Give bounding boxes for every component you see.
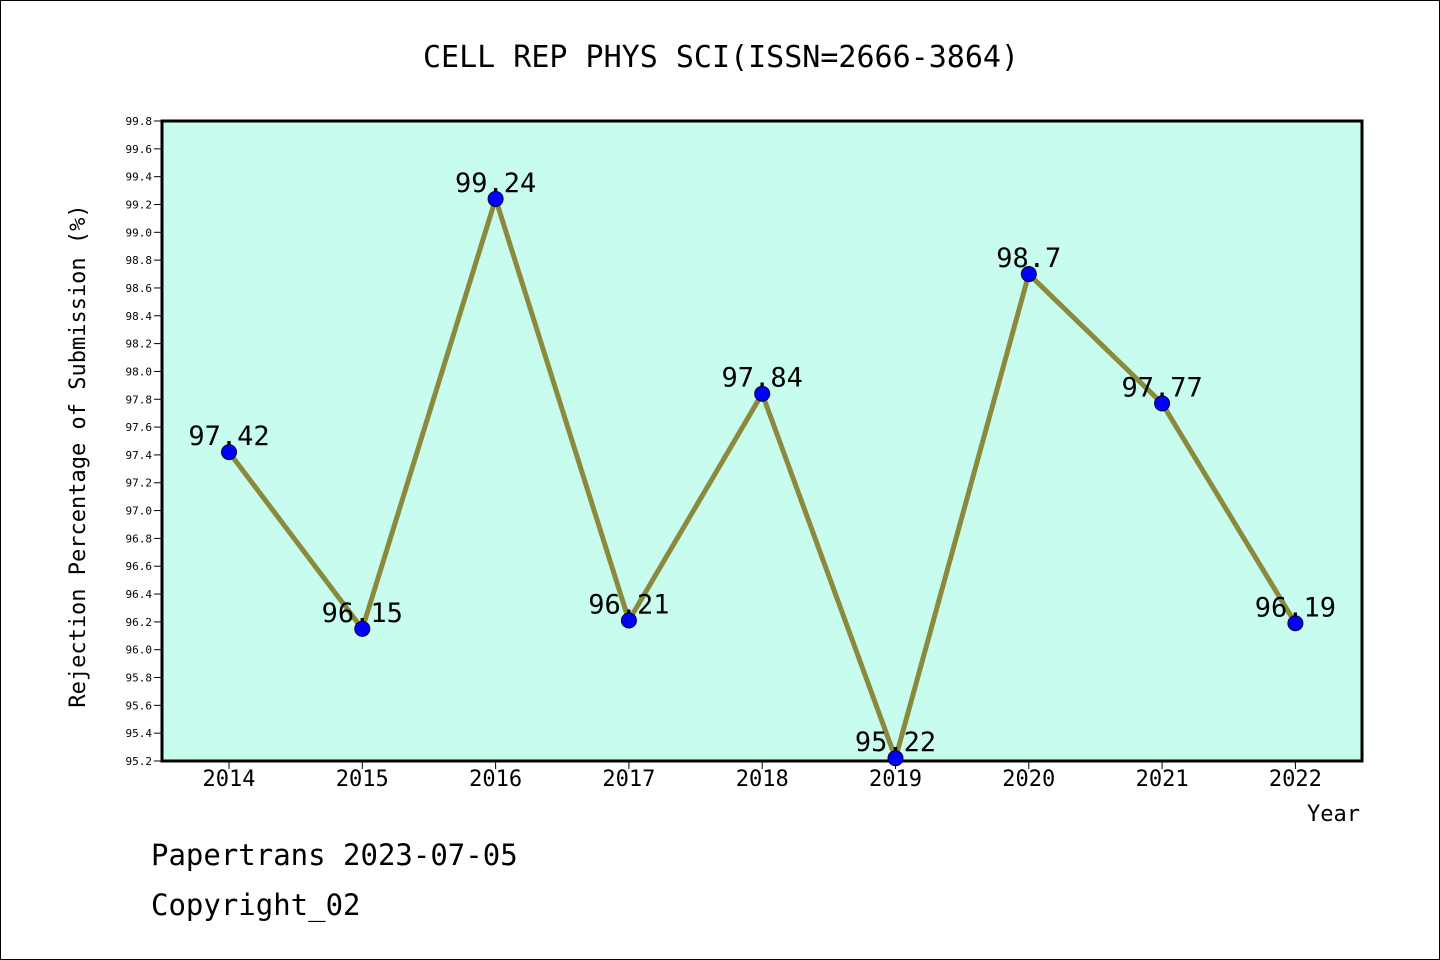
data-point bbox=[221, 444, 237, 461]
footer-copyright: Copyright_02 bbox=[151, 888, 361, 923]
data-label: 97.42 bbox=[188, 421, 269, 452]
data-label: 95.22 bbox=[855, 727, 936, 758]
x-tick-label: 2020 bbox=[1002, 767, 1055, 792]
data-label: 96.21 bbox=[588, 589, 669, 620]
y-tick-label: 99.2 bbox=[126, 198, 153, 211]
data-label: 97.84 bbox=[722, 363, 803, 394]
x-tick-label: 2014 bbox=[203, 767, 256, 792]
y-tick-label: 96.6 bbox=[126, 560, 153, 573]
data-point bbox=[620, 612, 637, 629]
y-tick-label: 99.0 bbox=[126, 226, 153, 239]
y-tick-label: 98.8 bbox=[126, 254, 153, 267]
data-point bbox=[487, 190, 504, 207]
x-tick-label: 2017 bbox=[602, 767, 655, 792]
y-tick-label: 99.6 bbox=[126, 143, 153, 156]
y-tick-label: 95.4 bbox=[126, 727, 153, 740]
data-label: 98.7 bbox=[996, 243, 1061, 274]
y-tick-label: 96.2 bbox=[126, 616, 153, 629]
x-tick-label: 2016 bbox=[469, 767, 522, 792]
x-axis-ticks: 2014 2015 2016 2017 2018 2019 2020 2021 2022 bbox=[203, 761, 1322, 792]
y-axis-ticks: 95.2 95.4 95.6 95.8 96.0 96.2 96.4 96.6 96.8 97.0… bbox=[126, 115, 162, 768]
y-tick-label: 97.4 bbox=[126, 449, 153, 462]
x-axis-title: Year bbox=[1307, 802, 1360, 827]
y-tick-label: 95.6 bbox=[126, 699, 153, 712]
y-tick-label: 98.4 bbox=[126, 310, 153, 323]
y-tick-label: 96.4 bbox=[126, 588, 153, 601]
chart-title: CELL REP PHYS SCI(ISSN=2666-3864) bbox=[423, 40, 1019, 75]
y-tick-label: 96.8 bbox=[126, 532, 153, 545]
y-tick-label: 97.6 bbox=[126, 421, 153, 434]
y-tick-label: 98.0 bbox=[126, 365, 153, 378]
y-tick-label: 99.4 bbox=[126, 171, 153, 184]
y-tick-label: 96.0 bbox=[126, 644, 153, 657]
x-tick-label: 2015 bbox=[336, 767, 389, 792]
markers-group bbox=[221, 190, 1304, 767]
data-labels-group: 97.42 96.15 99.24 96.21 97.84 95.22 98.7 97.77 9… bbox=[188, 168, 1336, 758]
x-tick-label: 2019 bbox=[869, 767, 922, 792]
data-point bbox=[1287, 615, 1304, 632]
data-point bbox=[754, 385, 771, 402]
footer-date: Papertrans 2023-07-05 bbox=[151, 838, 518, 872]
x-tick-label: 2021 bbox=[1136, 767, 1189, 792]
x-tick-label: 2022 bbox=[1269, 767, 1322, 792]
data-point bbox=[354, 620, 371, 637]
data-point bbox=[1020, 266, 1037, 283]
y-tick-label: 98.6 bbox=[126, 282, 153, 295]
data-label: 96.19 bbox=[1255, 592, 1336, 623]
data-point bbox=[1154, 395, 1171, 412]
y-tick-label: 97.0 bbox=[126, 505, 153, 518]
data-label: 97.77 bbox=[1121, 372, 1202, 403]
y-axis-title: Rejection Percentage of Submission (%) bbox=[66, 204, 91, 707]
data-label: 96.15 bbox=[322, 598, 403, 629]
plot-area bbox=[160, 119, 1364, 763]
y-tick-label: 97.8 bbox=[126, 393, 153, 406]
data-point bbox=[887, 750, 904, 767]
y-tick-label: 95.2 bbox=[126, 755, 153, 768]
y-tick-label: 98.2 bbox=[126, 338, 153, 351]
data-label: 99.24 bbox=[455, 168, 536, 199]
y-tick-label: 95.8 bbox=[126, 672, 153, 685]
x-tick-label: 2018 bbox=[736, 767, 789, 792]
y-tick-label: 97.2 bbox=[126, 477, 153, 490]
y-tick-label: 99.8 bbox=[126, 115, 153, 128]
